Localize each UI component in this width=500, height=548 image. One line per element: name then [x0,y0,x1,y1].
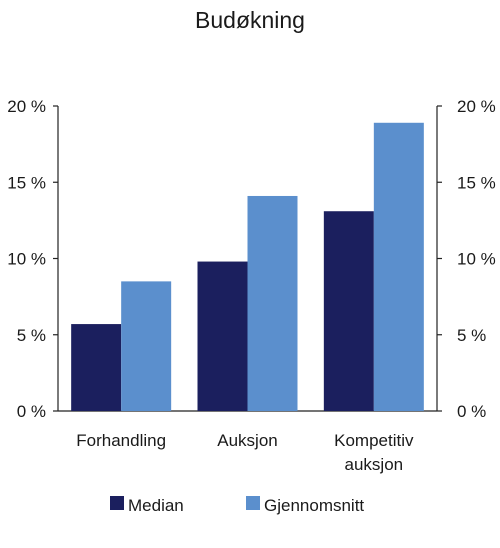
x-tick-label: auksjon [345,455,404,474]
y-tick-label-left: 5 % [17,326,46,345]
x-tick-label: Kompetitiv [334,431,414,450]
x-tick-label: Auksjon [217,431,277,450]
y-tick-label-right: 15 % [457,173,496,192]
legend-label: Median [128,496,184,515]
y-tick-label-left: 15 % [7,173,46,192]
bar-median [197,261,248,411]
y-tick-label-left: 20 % [7,97,46,116]
bar-gjennomsnitt [373,122,424,412]
legend: Median Gjennomsnitt [110,496,364,515]
y-tick-label-left: 0 % [17,402,46,421]
legend-swatch [110,496,124,510]
bar-median [71,324,122,411]
bar-gjennomsnitt [247,195,298,411]
plot-area: 0 % 0 % 5 % 5 % 10 % 10 % 15 % 15 % 20 % 20 % Forh… [7,97,496,474]
y-tick-label-right: 5 % [457,326,486,345]
x-tick-label: Forhandling [76,431,166,450]
y-tick-label-right: 20 % [457,97,496,116]
legend-label: Gjennomsnitt [264,496,364,515]
bar-median [323,211,374,411]
legend-swatch [246,496,260,510]
y-tick-label-right: 10 % [457,250,496,269]
y-tick-label-right: 0 % [457,402,486,421]
y-tick-label-left: 10 % [7,250,46,269]
bar-gjennomsnitt [121,281,172,411]
chart-title: Budøkning [195,7,305,33]
